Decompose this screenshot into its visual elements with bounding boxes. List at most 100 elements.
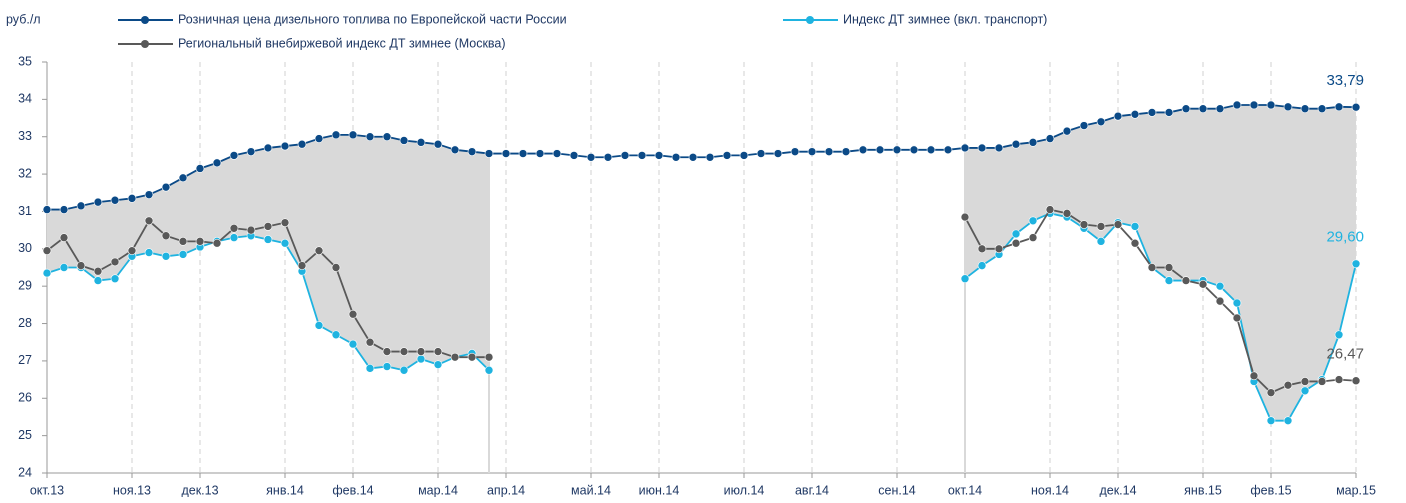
- legend-marker: [141, 40, 149, 48]
- data-label: 33,79: [1326, 72, 1364, 89]
- data-point: [110, 257, 120, 267]
- data-point: [382, 362, 392, 371]
- data-point: [59, 205, 69, 214]
- data-point: [1266, 388, 1276, 397]
- data-point: [399, 347, 409, 356]
- data-point: [59, 233, 69, 242]
- data-point: [858, 145, 868, 155]
- data-point: [161, 231, 171, 241]
- data-point: [1130, 238, 1140, 248]
- data-point: [994, 143, 1004, 153]
- data-point: [42, 246, 52, 255]
- y-tick-label: 34: [18, 92, 32, 106]
- data-point: [348, 309, 358, 319]
- data-point: [518, 149, 528, 158]
- data-point: [416, 138, 426, 147]
- data-point: [960, 274, 970, 284]
- data-point: [144, 190, 154, 199]
- data-point: [1198, 104, 1208, 114]
- data-point: [484, 365, 494, 375]
- data-point: [314, 134, 324, 143]
- data-point: [382, 347, 392, 356]
- data-point: [331, 330, 341, 340]
- spread-area: [965, 104, 1356, 421]
- legend-label: Индекс ДТ зимнее (вкл. транспорт): [843, 12, 1047, 26]
- x-tick-label: янв.14: [266, 483, 304, 497]
- data-point: [756, 149, 766, 158]
- x-tick-label: янв.15: [1184, 483, 1222, 497]
- data-point: [450, 352, 460, 362]
- x-tick-label: апр.14: [487, 483, 525, 497]
- data-point: [365, 364, 375, 373]
- y-tick-label: 30: [18, 241, 32, 255]
- x-tick-label: дек.14: [1099, 483, 1136, 497]
- data-point: [654, 151, 664, 160]
- data-point: [824, 147, 834, 156]
- data-point: [1266, 100, 1276, 110]
- data-point: [229, 151, 239, 160]
- data-point: [93, 197, 103, 207]
- data-point: [263, 235, 273, 244]
- data-point: [280, 238, 290, 248]
- data-point: [484, 149, 494, 158]
- data-point: [1011, 139, 1021, 149]
- data-point: [892, 145, 902, 155]
- legend-label: Розничная цена дизельного топлива по Евр…: [178, 12, 567, 26]
- y-tick-label: 31: [18, 204, 32, 218]
- data-point: [1249, 100, 1259, 110]
- data-point: [977, 261, 987, 270]
- data-point: [1164, 108, 1174, 117]
- data-point: [535, 149, 545, 158]
- data-point: [1079, 121, 1089, 130]
- data-point: [178, 173, 188, 183]
- data-point: [331, 130, 341, 140]
- data-point: [433, 360, 443, 369]
- data-point: [620, 151, 630, 160]
- data-point: [1096, 222, 1106, 231]
- data-point: [212, 158, 222, 168]
- data-point: [875, 145, 885, 155]
- data-point: [1096, 237, 1106, 246]
- data-point: [1215, 104, 1225, 114]
- x-tick-label: фев.14: [332, 483, 373, 497]
- data-point: [484, 352, 494, 362]
- data-point: [1266, 416, 1276, 425]
- data-point: [93, 266, 103, 276]
- legend-label: Региональный внебиржевой индекс ДТ зимне…: [178, 36, 506, 50]
- data-point: [42, 205, 52, 214]
- data-point: [552, 149, 562, 158]
- data-point: [773, 149, 783, 158]
- data-point: [1283, 102, 1293, 112]
- data-point: [1147, 108, 1157, 117]
- data-label: 29,60: [1326, 229, 1364, 246]
- data-point: [569, 151, 579, 160]
- data-point: [1334, 102, 1344, 112]
- x-tick-label: ноя.13: [113, 483, 151, 497]
- data-point: [467, 352, 477, 362]
- data-point: [1232, 100, 1242, 110]
- data-point: [1300, 104, 1310, 114]
- data-point: [1011, 238, 1021, 248]
- data-point: [943, 145, 953, 155]
- x-tick-label: окт.13: [30, 483, 64, 497]
- data-point: [739, 151, 749, 160]
- data-point: [807, 147, 817, 156]
- data-point: [433, 139, 443, 149]
- data-point: [144, 248, 154, 257]
- data-point: [246, 147, 256, 156]
- x-tick-label: сен.14: [878, 483, 916, 497]
- data-point: [382, 132, 392, 142]
- data-point: [671, 152, 681, 162]
- x-tick-label: июл.14: [724, 483, 765, 497]
- data-point: [1249, 371, 1259, 381]
- data-point: [178, 250, 188, 259]
- data-point: [1028, 216, 1038, 226]
- y-axis-label: руб./л: [6, 12, 41, 26]
- data-point: [1096, 117, 1106, 127]
- data-point: [229, 233, 239, 242]
- data-point: [1028, 138, 1038, 147]
- data-point: [1215, 296, 1225, 306]
- data-point: [195, 237, 205, 246]
- data-point: [960, 143, 970, 153]
